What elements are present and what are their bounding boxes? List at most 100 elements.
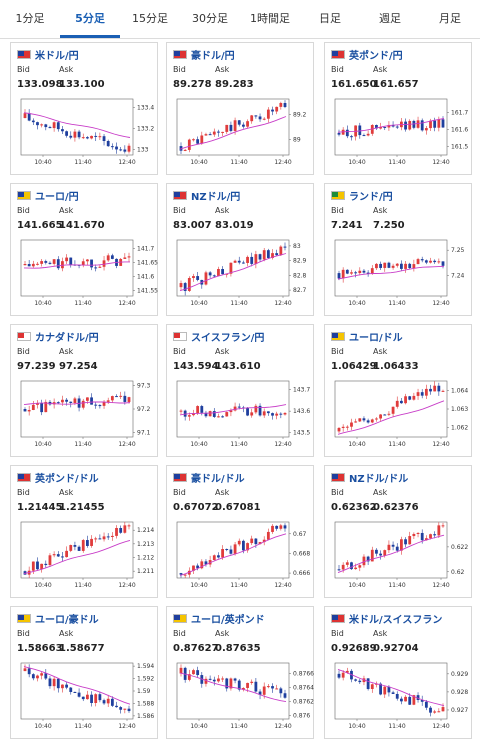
candle-body [119, 527, 123, 533]
currency-card[interactable]: スイスフラン/円 Bid Ask 143.594 143.610 143.7 143.6 14… [166, 324, 314, 457]
ask-value: 133.100 [59, 79, 105, 90]
candle-body [383, 126, 387, 128]
mini-candlestick-chart[interactable]: 0.929 0.928 0.927 10:40 11:40 12:40 [333, 661, 469, 737]
tab-3[interactable]: 15分足 [132, 12, 168, 25]
mini-candlestick-chart[interactable]: 7.25 7.24 10:40 11:40 12:40 [333, 238, 469, 314]
candle-body [69, 545, 73, 551]
tab-2[interactable]: 5分足 [60, 0, 120, 38]
pair-name[interactable]: ユーロ/英ポンド [191, 614, 265, 626]
candle-body [258, 405, 262, 416]
currency-card[interactable]: 英ポンド/円 Bid Ask 161.650 161.657 161.7 161.6 161.… [324, 42, 472, 175]
candle-body [429, 120, 432, 129]
mini-candlestick-chart[interactable]: 97.3 97.2 97.1 10:40 11:40 12:40 [19, 379, 155, 455]
bid-value: 0.92689 [331, 643, 377, 654]
tab-7[interactable]: 週足 [379, 12, 401, 25]
currency-card[interactable]: 米ドル/スイスフラン Bid Ask 0.92689 0.92704 0.929 0.928… [324, 606, 472, 739]
currency-card[interactable]: カナダドル/円 Bid Ask 97.239 97.254 97.3 97.2 97.1 10:… [10, 324, 158, 457]
mini-candlestick-chart[interactable]: 89.2 89 10:40 11:40 12:40 [175, 97, 311, 173]
pair-name[interactable]: 豪ドル/ドル [191, 473, 245, 485]
mini-candlestick-chart[interactable]: 133.4 133.2 133 10:40 11:40 12:40 [19, 97, 155, 173]
y-tick-label: 0.668 [293, 550, 310, 557]
candle-body [44, 673, 48, 679]
currency-card[interactable]: ユーロ/円 Bid Ask 141.665 141.670 141.7 141.65 141.… [10, 183, 158, 316]
currency-card[interactable]: ランド/円 Bid Ask 7.241 7.250 7.25 7.24 10:40 11:40 1… [324, 183, 472, 316]
currency-card[interactable]: 米ドル/円 Bid Ask 133.098 133.100 133.4 133.2 133 10… [10, 42, 158, 175]
candle-body [221, 678, 224, 680]
candle-body [250, 538, 254, 544]
candle-body [242, 687, 245, 690]
candle-body [86, 259, 89, 262]
pair-name[interactable]: カナダドル/円 [35, 332, 99, 344]
currency-card[interactable]: ユーロ/ドル Bid Ask 1.06429 1.06433 1.064 1.063 1.06… [324, 324, 472, 457]
currency-card[interactable]: 豪ドル/ドル Bid Ask 0.67072 0.67081 0.67 0.668 0.666… [166, 465, 314, 598]
mini-candlestick-chart[interactable]: 1.214 1.213 1.212 1.211 10:40 11:40 12:40 [19, 520, 155, 596]
mini-candlestick-chart[interactable]: 0.67 0.668 0.666 10:40 11:40 12:40 [175, 520, 311, 596]
candle-body [420, 259, 424, 261]
candle-body [412, 695, 416, 705]
candle-body [370, 419, 374, 423]
pair-name[interactable]: NZドル/ドル [349, 473, 409, 485]
currency-card[interactable]: ユーロ/英ポンド Bid Ask 0.87627 0.87635 0.8766 0.8764… [166, 606, 314, 739]
candle-body [196, 670, 200, 676]
mini-candlestick-chart[interactable]: 1.594 1.592 1.59 1.588 1.586 10:40 11:40 12:40 [19, 661, 155, 737]
pair-name[interactable]: 米ドル/円 [35, 50, 79, 62]
candle-body [337, 132, 341, 135]
pair-name[interactable]: ユーロ/ドル [349, 332, 403, 344]
mini-candlestick-chart[interactable]: 0.8766 0.8764 0.8762 0.876 10:40 11:40 12:40 [175, 661, 314, 737]
candle-body [102, 536, 106, 540]
pair-name[interactable]: 英ポンド/ドル [35, 473, 99, 485]
candle-body [81, 696, 85, 700]
currency-card[interactable]: 豪ドル/円 Bid Ask 89.278 89.283 89.2 89 10:40 11:40 1… [166, 42, 314, 175]
tab-5[interactable]: 1時間足 [250, 12, 290, 25]
currency-card[interactable]: NZドル/ドル Bid Ask 0.62362 0.62376 0.622 0.62 10:4… [324, 465, 472, 598]
tab-8[interactable]: 月足 [439, 12, 461, 25]
candle-body [229, 678, 233, 689]
candle-body [262, 539, 266, 543]
tab-1[interactable]: 1分足 [15, 12, 45, 25]
x-tick-label: 10:40 [34, 723, 51, 730]
candle-body [437, 385, 441, 392]
pair-name[interactable]: 英ポンド/円 [349, 50, 403, 62]
tab-6[interactable]: 日足 [319, 12, 341, 25]
pair-name[interactable]: 米ドル/スイスフラン [349, 614, 443, 626]
candle-body [52, 122, 56, 129]
mini-candlestick-chart[interactable]: 1.064 1.063 1.062 10:40 11:40 12:40 [333, 379, 469, 455]
candle-body [212, 679, 216, 682]
pair-name[interactable]: ランド/円 [349, 191, 393, 203]
card-header: ユーロ/英ポンド [173, 611, 265, 626]
pair-name[interactable]: ユーロ/豪ドル [35, 614, 99, 626]
currency-card[interactable]: NZドル/円 Bid Ask 83.007 83.019 83 82.9 82.8 82.7 10… [166, 183, 314, 316]
x-tick-label: 11:40 [230, 300, 247, 307]
currency-card[interactable]: 英ポンド/ドル Bid Ask 1.21445 1.21455 1.214 1.213 1.2… [10, 465, 158, 598]
pair-name[interactable]: スイスフラン/円 [191, 332, 265, 344]
candle-body [350, 272, 353, 274]
bid-value: 143.594 [173, 361, 219, 372]
tab-4[interactable]: 30分足 [192, 12, 228, 25]
pair-name[interactable]: 豪ドル/円 [191, 50, 235, 62]
pair-name[interactable]: NZドル/円 [191, 191, 241, 203]
candle-body [400, 400, 403, 404]
pair-name[interactable]: ユーロ/円 [35, 191, 79, 203]
mini-candlestick-chart[interactable]: 161.7 161.6 161.5 10:40 11:40 12:40 [333, 97, 469, 173]
card-header: スイスフラン/円 [173, 329, 265, 344]
candle-body [262, 411, 266, 416]
moving-average-line [337, 400, 445, 435]
candle-body [229, 124, 233, 131]
ask-value: 161.657 [373, 79, 419, 90]
candle-body [94, 267, 98, 269]
bid-value: 141.665 [17, 220, 63, 231]
bid-value: 97.239 [17, 361, 56, 372]
mini-candlestick-chart[interactable]: 141.7 141.65 141.6 141.55 10:40 11:40 12:40 [19, 238, 158, 314]
y-tick-label: 161.5 [451, 144, 468, 151]
mini-candlestick-chart[interactable]: 0.622 0.62 10:40 11:40 12:40 [333, 520, 469, 596]
currency-card[interactable]: ユーロ/豪ドル Bid Ask 1.58663 1.58677 1.594 1.592 1.5… [10, 606, 158, 739]
candle-body [345, 562, 349, 565]
candle-body [61, 399, 64, 403]
candle-body [94, 135, 98, 137]
mini-candlestick-chart[interactable]: 83 82.9 82.8 82.7 10:40 11:40 12:40 [175, 238, 311, 314]
card-header: 英ポンド/円 [331, 47, 403, 62]
mini-candlestick-chart[interactable]: 143.7 143.6 143.5 10:40 11:40 12:40 [175, 379, 311, 455]
candle-body [408, 263, 412, 269]
candle-body [420, 532, 424, 541]
candle-body [90, 397, 93, 405]
